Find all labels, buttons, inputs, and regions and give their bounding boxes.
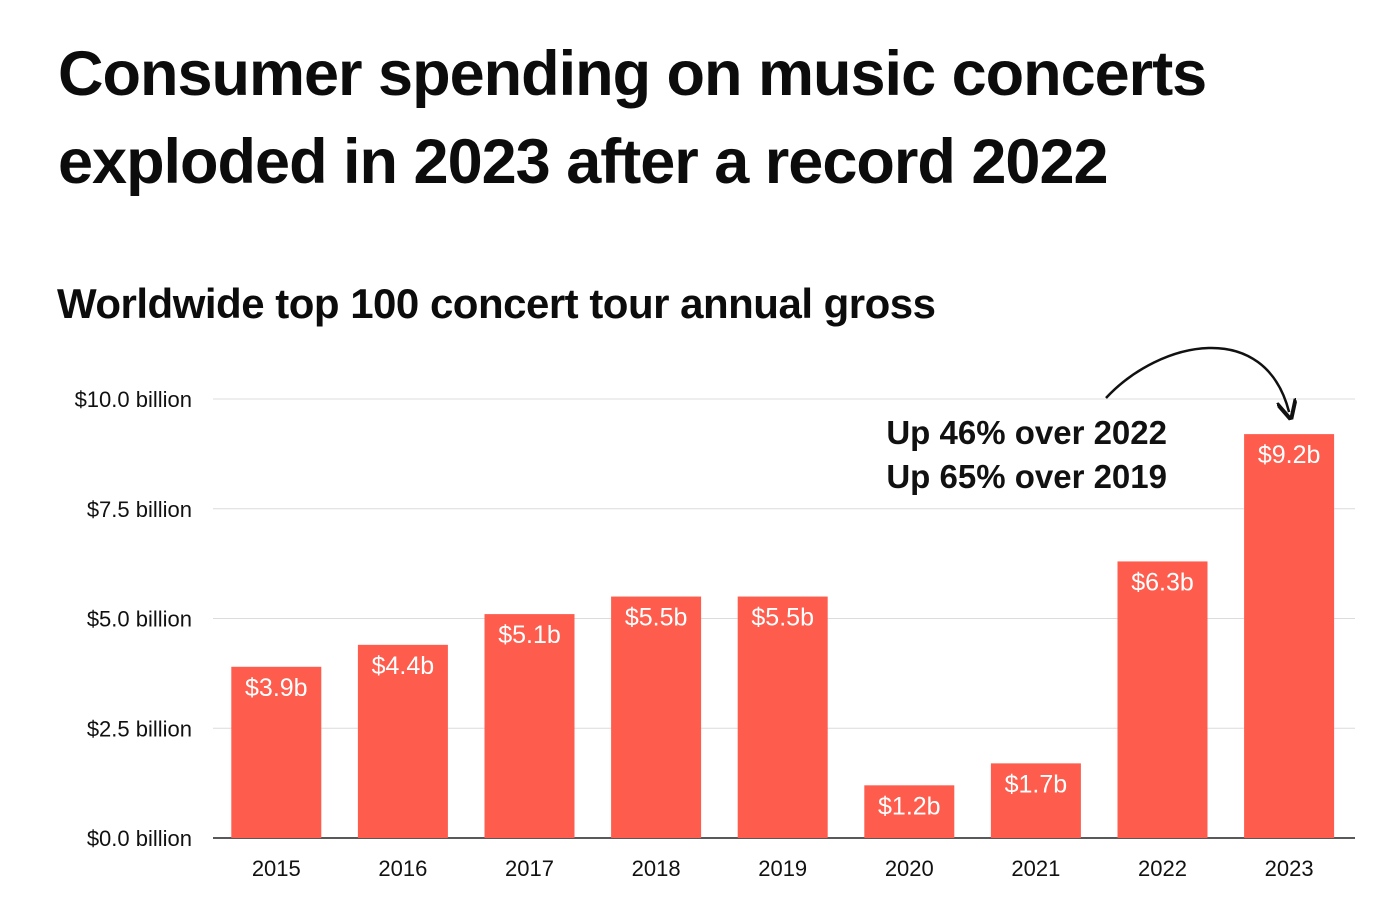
bar-2018	[611, 596, 702, 838]
x-tick-label-2015: 2015	[252, 856, 301, 881]
data-label-2020: $1.2b	[878, 792, 941, 820]
data-label-2022: $6.3b	[1131, 568, 1194, 596]
data-label-2017: $5.1b	[498, 621, 561, 649]
bar-2022	[1117, 561, 1208, 838]
bar-2017	[484, 614, 575, 838]
bar-2020	[864, 785, 955, 838]
data-label-2018: $5.5b	[625, 604, 688, 632]
headline: Consumer spending on music concerts expl…	[58, 39, 1207, 197]
x-tick-label-2020: 2020	[885, 856, 934, 881]
y-tick-label: $7.5 billion	[87, 497, 192, 522]
x-tick-label-2022: 2022	[1138, 856, 1187, 881]
bar-2015	[231, 666, 322, 838]
data-label-2015: $3.9b	[245, 674, 308, 702]
chart-title: Worldwide top 100 concert tour annual gr…	[57, 280, 936, 327]
bar-2023	[1244, 434, 1335, 838]
data-label-2023: $9.2b	[1258, 441, 1321, 469]
bar-2016	[357, 644, 448, 838]
annotation-arrow	[1105, 346, 1289, 412]
y-tick-label: $5.0 billion	[87, 607, 192, 632]
y-tick-label: $0.0 billion	[87, 826, 192, 851]
bar-2019	[737, 596, 828, 838]
x-tick-label-2021: 2021	[1011, 856, 1060, 881]
x-tick-label-2018: 2018	[632, 856, 681, 881]
data-label-2016: $4.4b	[372, 652, 435, 680]
x-tick-label-2017: 2017	[505, 856, 554, 881]
data-label-2021: $1.7b	[1005, 770, 1068, 798]
bar-2021	[990, 763, 1081, 838]
x-tick-label-2023: 2023	[1265, 856, 1314, 881]
x-tick-label-2016: 2016	[378, 856, 427, 881]
data-label-2019: $5.5b	[751, 604, 814, 632]
annotation-line-1: Up 46% over 2022	[886, 414, 1167, 451]
annotation-line-2: Up 65% over 2019	[886, 458, 1167, 495]
x-tick-label-2019: 2019	[758, 856, 807, 881]
y-tick-label: $10.0 billion	[75, 387, 192, 412]
y-tick-label: $2.5 billion	[87, 716, 192, 741]
